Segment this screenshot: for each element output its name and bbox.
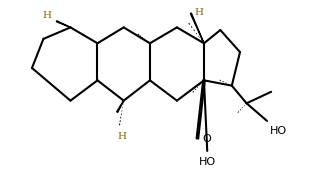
Polygon shape — [56, 21, 71, 27]
Text: HO: HO — [270, 126, 287, 136]
Polygon shape — [117, 101, 124, 112]
Text: H: H — [118, 132, 126, 140]
Polygon shape — [190, 13, 204, 43]
Text: H: H — [43, 11, 52, 20]
Text: HO: HO — [199, 157, 216, 167]
Text: H: H — [194, 8, 203, 17]
Text: O: O — [202, 134, 211, 144]
